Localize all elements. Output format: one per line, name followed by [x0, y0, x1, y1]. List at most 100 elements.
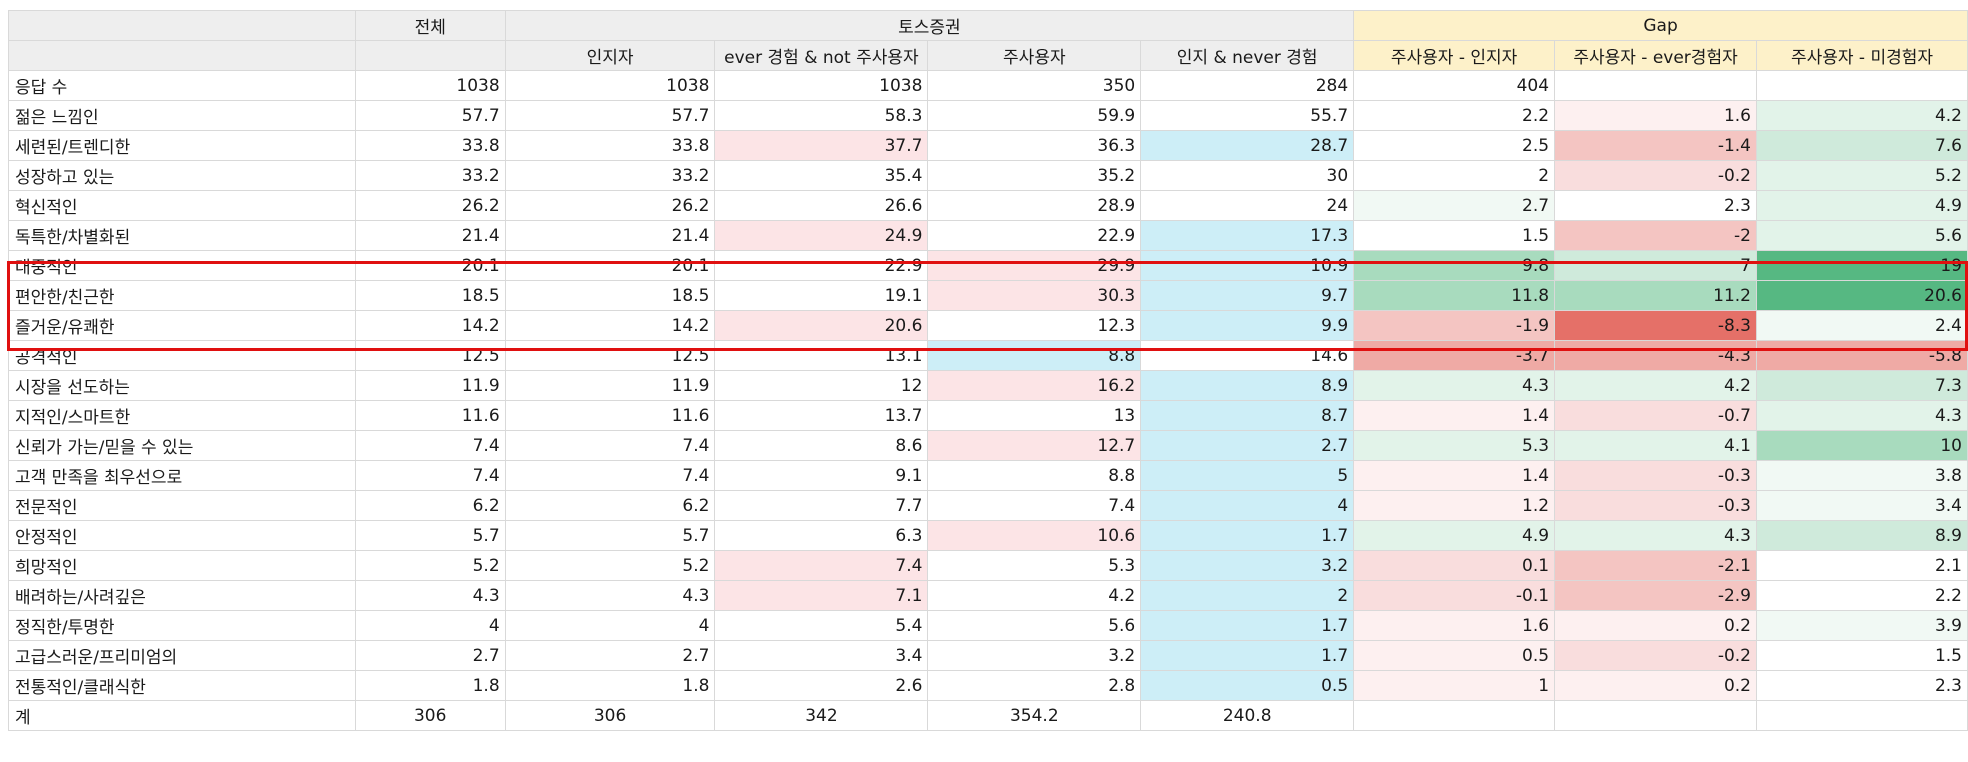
row-label[interactable]: 독특한/차별화된 [8, 220, 356, 251]
data-cell[interactable]: 4.9 [1756, 190, 1968, 221]
data-cell[interactable]: 6.3 [714, 520, 929, 551]
data-cell[interactable]: 37.7 [714, 130, 929, 161]
data-cell[interactable]: 14.2 [354, 310, 506, 341]
total-cell[interactable] [1554, 700, 1757, 731]
data-cell[interactable]: 5.3 [927, 550, 1142, 581]
row-label[interactable]: 고급스러운/프리미엄의 [8, 640, 356, 671]
data-cell[interactable]: 11.2 [1554, 280, 1757, 311]
data-cell[interactable]: 58.3 [714, 100, 929, 131]
data-cell[interactable]: 404 [1353, 70, 1556, 101]
data-cell[interactable]: 11.9 [504, 370, 716, 401]
data-cell[interactable]: 8.7 [1140, 400, 1355, 431]
data-cell[interactable]: 24.9 [714, 220, 929, 251]
data-cell[interactable]: 5.7 [354, 520, 506, 551]
data-cell[interactable]: 4.2 [927, 580, 1142, 611]
data-cell[interactable]: 0.2 [1554, 670, 1757, 701]
data-cell[interactable]: 2.2 [1353, 100, 1556, 131]
row-label[interactable]: 정직한/투명한 [8, 610, 356, 641]
data-cell[interactable]: 2.5 [1353, 130, 1556, 161]
data-cell[interactable]: 7.4 [714, 550, 929, 581]
data-cell[interactable]: 1038 [714, 70, 929, 101]
total-cell[interactable]: 342 [714, 700, 929, 731]
data-cell[interactable]: -2.1 [1554, 550, 1757, 581]
data-cell[interactable]: 26.6 [714, 190, 929, 221]
data-cell[interactable]: 1.6 [1353, 610, 1556, 641]
data-cell[interactable]: 1 [1353, 670, 1556, 701]
data-cell[interactable]: 4.3 [504, 580, 716, 611]
data-cell[interactable]: 4.3 [1353, 370, 1556, 401]
data-cell[interactable]: 22.9 [714, 250, 929, 281]
data-cell[interactable]: 4.3 [1756, 400, 1968, 431]
data-cell[interactable]: 7.4 [927, 490, 1142, 521]
data-cell[interactable]: 29.9 [927, 250, 1142, 281]
data-cell[interactable]: -0.1 [1353, 580, 1556, 611]
data-cell[interactable]: 0.5 [1140, 670, 1355, 701]
data-cell[interactable]: 1.6 [1554, 100, 1757, 131]
data-cell[interactable]: 7.6 [1756, 130, 1968, 161]
row-label[interactable]: 지적인/스마트한 [8, 400, 356, 431]
data-cell[interactable]: 7.4 [504, 460, 716, 491]
row-label[interactable]: 젊은 느낌인 [8, 100, 356, 131]
data-cell[interactable]: 5.2 [354, 550, 506, 581]
data-cell[interactable]: -2 [1554, 220, 1757, 251]
data-cell[interactable]: 36.3 [927, 130, 1142, 161]
data-cell[interactable]: 11.6 [504, 400, 716, 431]
data-cell[interactable]: 3.2 [1140, 550, 1355, 581]
total-cell[interactable] [1353, 700, 1556, 731]
data-cell[interactable]: -5.8 [1756, 340, 1968, 371]
row-label[interactable]: 시장을 선도하는 [8, 370, 356, 401]
data-cell[interactable]: 12.7 [927, 430, 1142, 461]
header-group-gap[interactable]: Gap [1353, 10, 1968, 41]
data-cell[interactable]: 1038 [354, 70, 506, 101]
data-cell[interactable]: 7.3 [1756, 370, 1968, 401]
data-cell[interactable]: 4 [504, 610, 716, 641]
data-cell[interactable]: 5.6 [927, 610, 1142, 641]
row-label[interactable]: 세련된/트렌디한 [8, 130, 356, 161]
header-group-toss[interactable]: 토스증권 [504, 10, 1355, 41]
data-cell[interactable]: -1.9 [1353, 310, 1556, 341]
data-cell[interactable]: -1.4 [1554, 130, 1757, 161]
data-cell[interactable]: 19.1 [714, 280, 929, 311]
data-cell[interactable]: 11.9 [354, 370, 506, 401]
data-cell[interactable]: 16.2 [927, 370, 1142, 401]
data-cell[interactable]: 6.2 [354, 490, 506, 521]
data-cell[interactable]: 9.1 [714, 460, 929, 491]
data-cell[interactable]: 4.3 [354, 580, 506, 611]
data-cell[interactable]: 28.7 [1140, 130, 1355, 161]
data-cell[interactable]: 2.7 [504, 640, 716, 671]
data-cell[interactable]: 12.5 [354, 340, 506, 371]
total-cell[interactable]: 306 [354, 700, 506, 731]
data-cell[interactable]: 1.7 [1140, 640, 1355, 671]
data-cell[interactable]: 2 [1140, 580, 1355, 611]
data-cell[interactable]: 26.2 [504, 190, 716, 221]
header-col-aware[interactable]: 인지자 [504, 40, 716, 71]
data-cell[interactable]: -8.3 [1554, 310, 1757, 341]
data-cell[interactable]: 2.2 [1756, 580, 1968, 611]
data-cell[interactable]: 2.3 [1554, 190, 1757, 221]
data-cell[interactable]: 35.2 [927, 160, 1142, 191]
data-cell[interactable]: 2.3 [1756, 670, 1968, 701]
data-cell[interactable]: 20.1 [354, 250, 506, 281]
data-cell[interactable]: 35.4 [714, 160, 929, 191]
data-cell[interactable]: 33.2 [354, 160, 506, 191]
data-cell[interactable]: -0.2 [1554, 160, 1757, 191]
data-cell[interactable]: 8.8 [927, 460, 1142, 491]
data-cell[interactable]: 5.2 [504, 550, 716, 581]
data-cell[interactable]: 2 [1353, 160, 1556, 191]
data-cell[interactable]: 33.2 [504, 160, 716, 191]
data-cell[interactable]: 1.2 [1353, 490, 1556, 521]
data-cell[interactable]: 8.8 [927, 340, 1142, 371]
row-label[interactable]: 즐거운/유쾌한 [8, 310, 356, 341]
row-label[interactable]: 성장하고 있는 [8, 160, 356, 191]
data-cell[interactable]: 2.8 [927, 670, 1142, 701]
data-cell[interactable]: 0.1 [1353, 550, 1556, 581]
row-label[interactable]: 고객 만족을 최우선으로 [8, 460, 356, 491]
data-cell[interactable]: 21.4 [504, 220, 716, 251]
data-cell[interactable]: 30.3 [927, 280, 1142, 311]
total-cell[interactable]: 306 [504, 700, 716, 731]
data-cell[interactable]: 59.9 [927, 100, 1142, 131]
data-cell[interactable]: 5.7 [504, 520, 716, 551]
data-cell[interactable]: 11.8 [1353, 280, 1556, 311]
data-cell[interactable]: 0.5 [1353, 640, 1556, 671]
data-cell[interactable]: 1.5 [1756, 640, 1968, 671]
